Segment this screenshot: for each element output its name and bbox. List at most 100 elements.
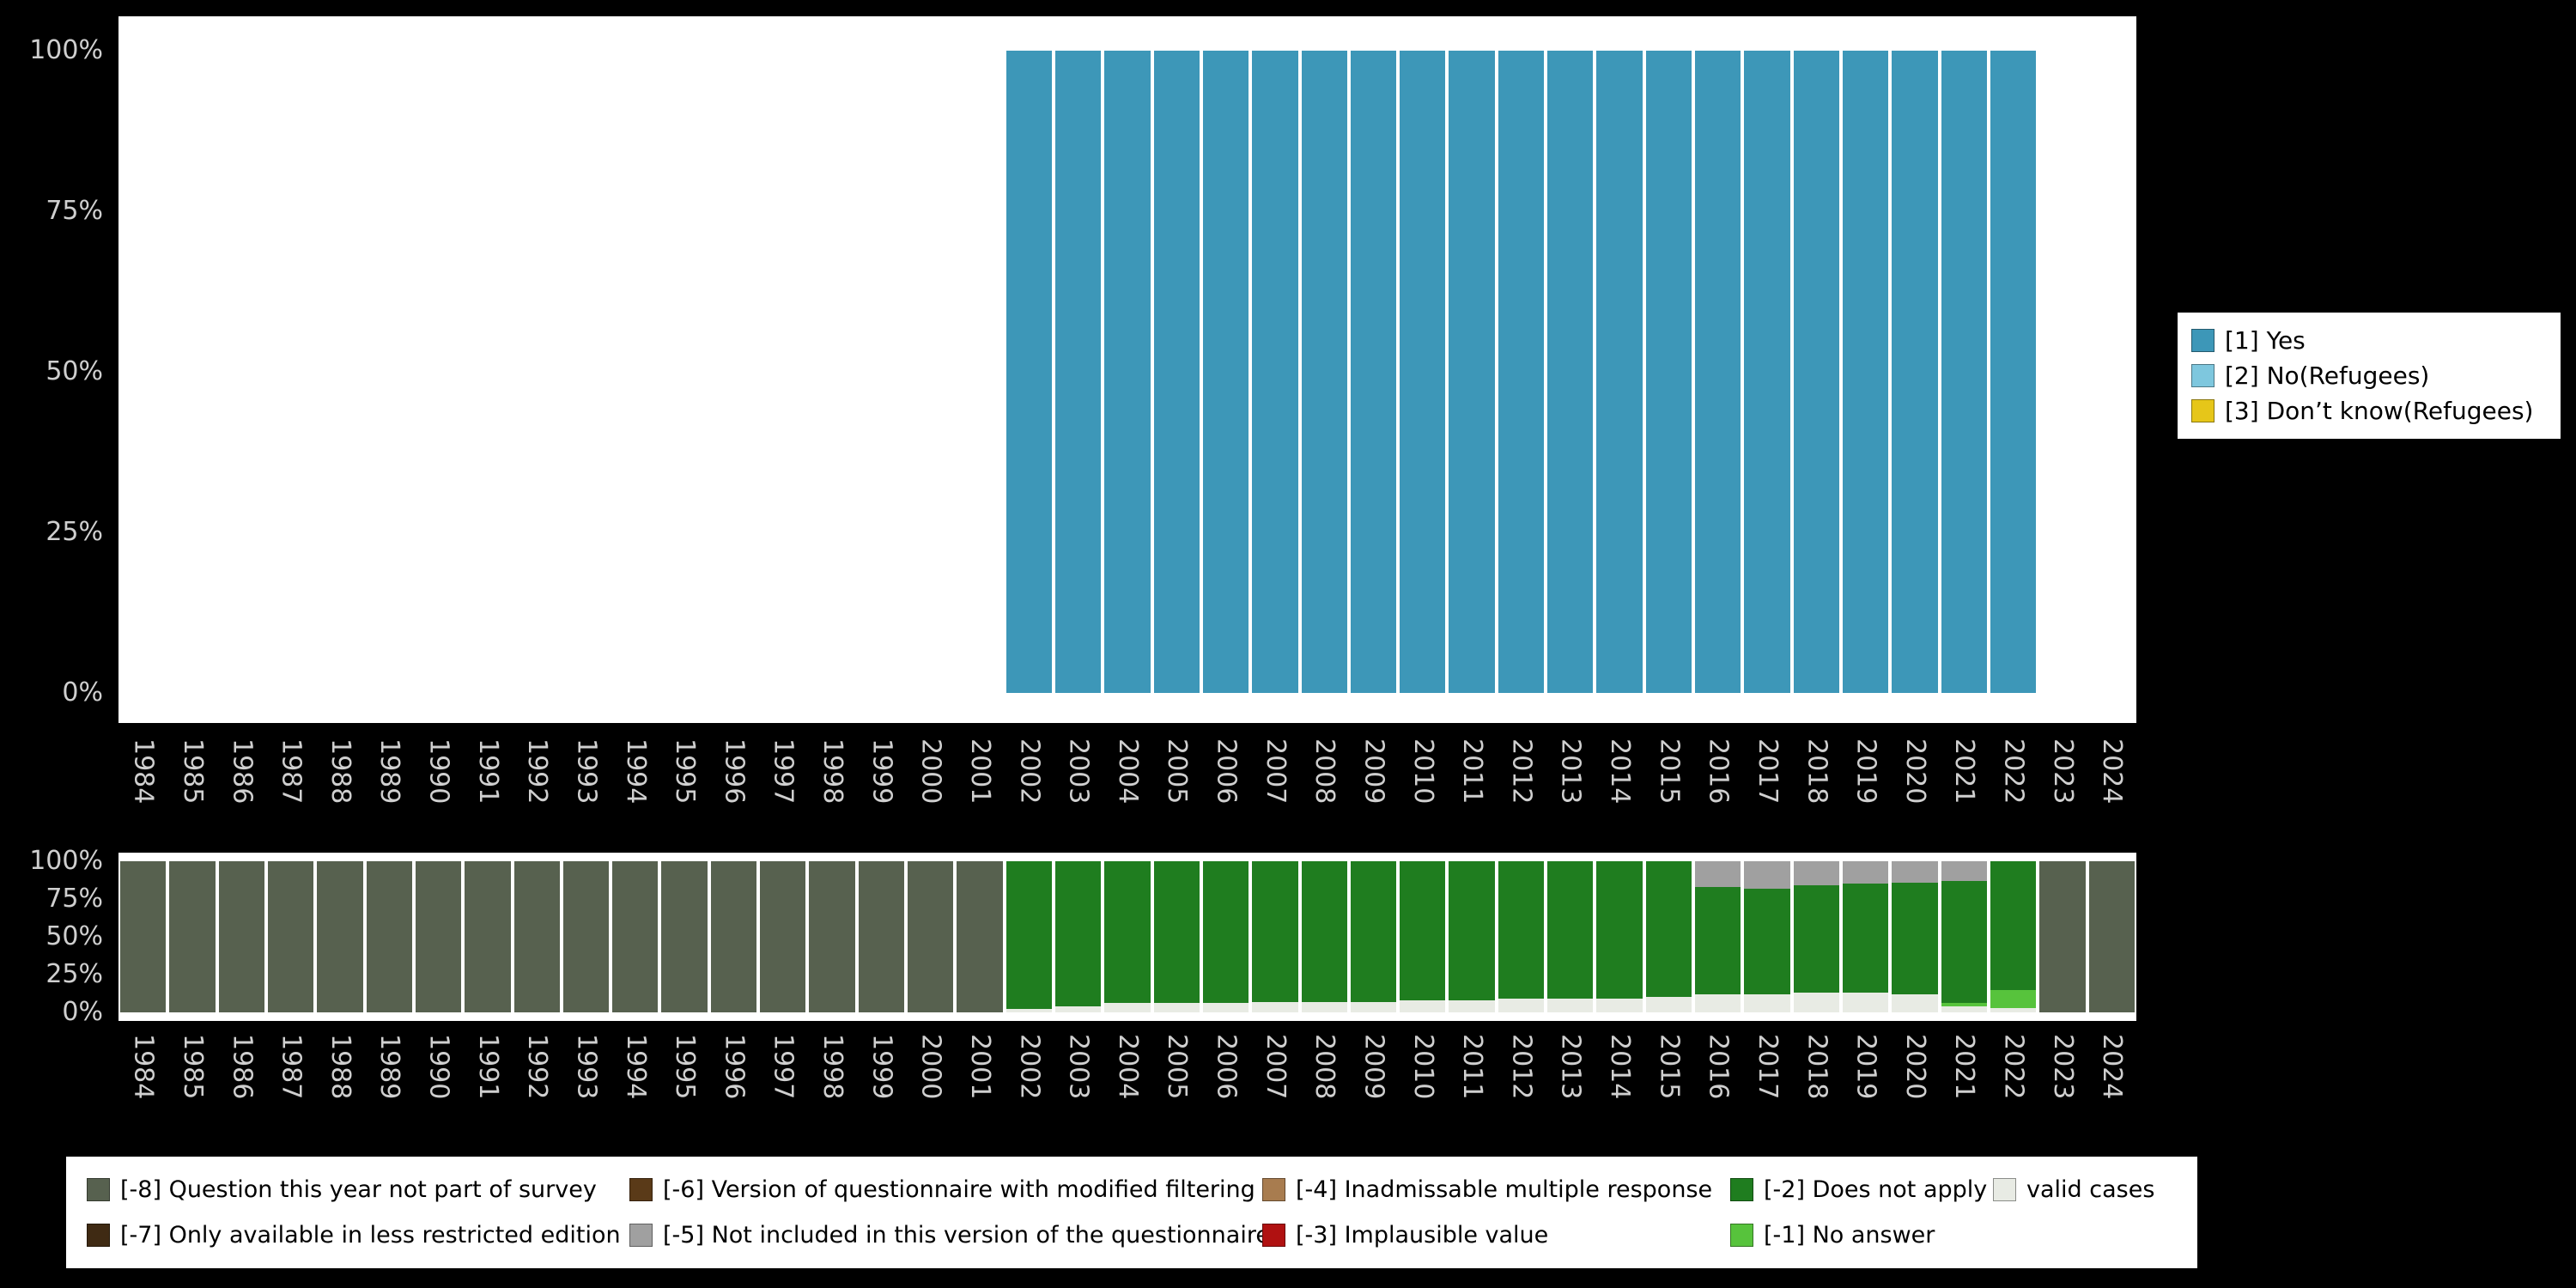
x-axis-label-1986: 1986 xyxy=(227,738,258,805)
x-axis-slot: 2024 xyxy=(2087,733,2136,854)
bar-2021 xyxy=(1940,51,1989,693)
x-axis-label-2021: 2021 xyxy=(1949,738,1980,805)
bar-2020 xyxy=(1890,861,1939,1012)
bar-segment-1994 xyxy=(612,861,659,1012)
bar-segment-2019 xyxy=(1842,861,1889,884)
bar-2000 xyxy=(906,861,955,1012)
x-axis-slot: 1992 xyxy=(513,733,562,854)
bar-1986 xyxy=(217,861,266,1012)
x-axis-label-2000: 2000 xyxy=(915,1034,946,1100)
bar-segment-2019 xyxy=(1842,993,1889,1012)
bar-1985 xyxy=(167,861,216,1012)
legend-item: [1] Yes xyxy=(2191,326,2547,355)
x-axis-label-2003: 2003 xyxy=(1063,1034,1094,1100)
y-axis-tick-label: 0% xyxy=(62,677,103,708)
x-axis-label-2001: 2001 xyxy=(964,1034,995,1100)
bar-segment-2020 xyxy=(1892,861,1938,883)
legend-color-swatch xyxy=(1730,1178,1753,1201)
x-axis-label-2004: 2004 xyxy=(1112,738,1143,805)
x-axis-slot: 2021 xyxy=(1940,1029,1989,1149)
bar-segment-2003 xyxy=(1054,1005,1102,1012)
bar-segment-2004 xyxy=(1104,51,1151,693)
x-axis-label-2009: 2009 xyxy=(1358,1034,1389,1100)
x-axis-slot: 1991 xyxy=(463,733,512,854)
x-axis-slot: 1994 xyxy=(611,733,659,854)
bar-2003 xyxy=(1054,861,1103,1012)
x-axis-slot: 2000 xyxy=(906,733,955,854)
x-axis-slot: 2016 xyxy=(1693,1029,1742,1149)
bar-2018 xyxy=(1792,861,1841,1012)
x-axis-label-2004: 2004 xyxy=(1112,1034,1143,1100)
bar-2003 xyxy=(1054,51,1103,693)
x-axis-label-2003: 2003 xyxy=(1063,738,1094,805)
bar-1987 xyxy=(266,861,315,1012)
x-axis-slot: 2018 xyxy=(1792,1029,1841,1149)
x-axis-slot: 2012 xyxy=(1497,733,1546,854)
x-axis-slot: 2003 xyxy=(1054,733,1103,854)
bar-segment-2018 xyxy=(1793,885,1839,993)
bar-2019 xyxy=(1841,861,1890,1012)
y-axis-tick-label: 75% xyxy=(46,196,103,226)
bar-segment-2021 xyxy=(1941,1003,1987,1006)
bar-2009 xyxy=(1349,861,1398,1012)
bar-segment-2006 xyxy=(1202,861,1249,1004)
bar-2001 xyxy=(955,861,1004,1012)
legend-item: [2] No(Refugees) xyxy=(2191,361,2547,390)
x-axis-label-2020: 2020 xyxy=(1899,1034,1930,1100)
x-axis-label-2018: 2018 xyxy=(1801,738,1832,805)
legend-item-label: [-3] Implausible value xyxy=(1296,1222,1549,1249)
bar-segment-2016 xyxy=(1695,886,1741,994)
bottom-chart-y-axis: 100% 75% 50% 25% 0% xyxy=(0,848,110,1025)
x-axis-label-1988: 1988 xyxy=(325,1034,355,1100)
bar-2016 xyxy=(1693,51,1742,693)
bar-1994 xyxy=(611,51,659,693)
top-chart-legend: [1] Yes [2] No(Refugees) [3] Don’t know(Re… xyxy=(2178,313,2561,439)
x-axis-slot: 2014 xyxy=(1595,1029,1643,1149)
x-axis-label-2019: 2019 xyxy=(1850,738,1881,805)
bar-2023 xyxy=(2038,861,2087,1012)
x-axis-label-2002: 2002 xyxy=(1014,738,1045,805)
bar-segment-2004 xyxy=(1104,1003,1151,1012)
x-axis-slot: 2003 xyxy=(1054,1029,1103,1149)
bar-segment-1987 xyxy=(267,861,314,1012)
x-axis-slot: 1999 xyxy=(857,733,906,854)
x-axis-slot: 1985 xyxy=(167,733,216,854)
bottom-chart-plot-area xyxy=(118,853,2136,1021)
bar-segment-2000 xyxy=(908,861,954,1012)
x-axis-label-1985: 1985 xyxy=(177,738,208,805)
legend-item-label: [-8] Question this year not part of surv… xyxy=(120,1176,597,1203)
x-axis-slot: 2004 xyxy=(1103,1029,1151,1149)
x-axis-label-2023: 2023 xyxy=(2047,1034,2078,1100)
x-axis-slot: 1986 xyxy=(217,733,266,854)
x-axis-label-1997: 1997 xyxy=(768,738,799,805)
bar-2015 xyxy=(1644,861,1693,1012)
x-axis-label-1993: 1993 xyxy=(571,1034,602,1100)
x-axis-label-2010: 2010 xyxy=(1407,738,1438,805)
bar-segment-2013 xyxy=(1547,999,1594,1012)
bar-1987 xyxy=(266,51,315,693)
y-axis-tick-label: 75% xyxy=(46,884,103,914)
bar-segment-2022 xyxy=(1990,861,2037,990)
x-axis-slot: 2017 xyxy=(1742,1029,1791,1149)
bar-segment-2020 xyxy=(1892,51,1938,693)
bar-2002 xyxy=(1005,861,1054,1012)
legend-color-swatch xyxy=(87,1224,110,1247)
x-axis-label-2013: 2013 xyxy=(1555,738,1586,805)
top-chart-plot-area xyxy=(118,16,2136,723)
x-axis-label-2005: 2005 xyxy=(1162,738,1193,805)
x-axis-slot: 2018 xyxy=(1792,733,1841,854)
x-axis-label-1984: 1984 xyxy=(128,738,159,805)
bar-segment-2017 xyxy=(1744,51,1790,693)
legend-item: [-3] Implausible value xyxy=(1262,1222,1730,1249)
bar-segment-2011 xyxy=(1449,51,1495,693)
bar-segment-2009 xyxy=(1350,861,1397,1002)
x-axis-label-1996: 1996 xyxy=(719,1034,750,1100)
bar-1992 xyxy=(513,51,562,693)
bar-segment-2013 xyxy=(1547,861,1594,999)
y-axis-tick-label: 100% xyxy=(29,846,103,876)
legend-item-label: [-4] Inadmissable multiple response xyxy=(1296,1176,1713,1203)
bar-2022 xyxy=(1989,51,2038,693)
bar-2000 xyxy=(906,51,955,693)
bar-segment-1985 xyxy=(169,861,216,1012)
x-axis-label-2012: 2012 xyxy=(1506,738,1537,805)
